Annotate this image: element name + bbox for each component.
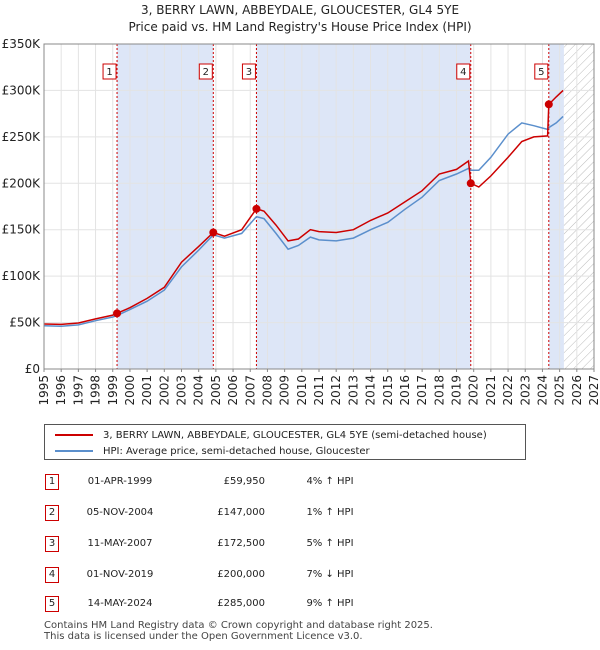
x-tick-label: 2010 [295,375,309,406]
y-tick-label: £200K [2,176,42,190]
x-tick-label: 2007 [243,375,257,406]
x-tick-label: 2020 [467,375,481,406]
transaction-hpi: 4% ↑ HPI [306,476,354,487]
x-tick-label: 2009 [278,375,292,406]
sale-point [209,228,218,237]
footer-attribution: Contains HM Land Registry data © Crown c… [44,620,433,642]
x-tick-label: 2001 [140,375,154,406]
transaction-price: £200,000 [217,569,265,580]
transaction-price: £285,000 [217,598,265,609]
footer-line-licence: This data is licensed under the Open Gov… [44,631,363,642]
sale-label-number: 1 [106,67,112,78]
x-tick-label: 1997 [71,375,85,406]
x-tick-label: 2013 [346,375,360,406]
transaction-date: 01-APR-1999 [87,476,153,487]
transaction-number: 4 [45,567,59,583]
sale-point [544,100,553,109]
x-tick-label: 2012 [329,375,343,406]
x-tick-label: 2026 [570,375,584,406]
y-tick-label: £0 [25,362,40,376]
x-tick-label: 1998 [89,375,103,406]
projection-hatch [563,44,594,369]
sale-label-box [241,63,256,80]
x-tick-label: 2016 [398,375,412,406]
x-tick-label: 2027 [587,375,600,406]
transaction-number: 1 [45,474,59,490]
x-tick-label: 2008 [260,375,274,406]
legend-label-property: 3, BERRY LAWN, ABBEYDALE, GLOUCESTER, GL… [103,429,487,441]
transaction-price: £59,950 [223,476,265,487]
x-tick-label: 2015 [381,375,395,406]
sale-point [252,204,261,213]
sale-label-number: 3 [246,67,252,78]
transaction-hpi: 5% ↑ HPI [306,538,354,549]
chart-subtitle: Price paid vs. HM Land Registry's House … [128,20,471,34]
x-tick-label: 2002 [157,375,171,406]
transaction-price: £147,000 [217,507,265,518]
legend-line-property [55,434,93,436]
sale-label-number: 4 [460,67,466,78]
x-tick-label: 1996 [54,375,68,406]
sale-label-box [102,63,117,80]
transaction-date: 14-MAY-2024 [87,598,153,609]
sale-point [113,309,122,318]
x-tick-label: 2014 [364,375,378,406]
legend-item-property: 3, BERRY LAWN, ABBEYDALE, GLOUCESTER, GL… [55,427,487,443]
x-tick-label: 2025 [553,375,567,406]
x-tick-label: 2000 [123,375,137,406]
property-price-line [44,89,564,326]
chart-legend: 3, BERRY LAWN, ABBEYDALE, GLOUCESTER, GL… [44,424,526,460]
y-tick-label: £350K [2,37,42,51]
x-tick-label: 2023 [518,375,532,406]
legend-label-hpi: HPI: Average price, semi-detached house,… [103,445,370,457]
transaction-hpi: 9% ↑ HPI [306,598,354,609]
transaction-date: 05-NOV-2004 [86,507,154,518]
transaction-date: 11-MAY-2007 [87,538,153,549]
sale-label-box [198,63,213,80]
x-tick-label: 2019 [450,375,464,406]
y-tick-label: £250K [2,130,42,144]
ownership-band [117,44,214,369]
x-tick-label: 2005 [209,375,223,406]
x-tick-label: 2011 [312,375,326,406]
ownership-band [256,44,471,369]
transaction-hpi: 1% ↑ HPI [306,507,354,518]
x-tick-label: 2003 [175,375,189,406]
transaction-number: 2 [45,505,59,521]
legend-item-hpi: HPI: Average price, semi-detached house,… [55,443,370,459]
x-tick-label: 2024 [535,375,549,406]
transaction-date: 01-NOV-2019 [86,569,154,580]
y-tick-label: £50K [9,316,41,330]
transaction-hpi: 7% ↓ HPI [306,569,354,580]
x-tick-label: 2004 [192,375,206,406]
hpi-line [44,115,564,328]
transaction-number: 3 [45,536,59,552]
x-tick-label: 1995 [37,375,51,406]
x-tick-label: 2006 [226,375,240,406]
price-chart: 3, BERRY LAWN, ABBEYDALE, GLOUCESTER, GL… [2,3,600,406]
y-tick-label: £100K [2,269,42,283]
transaction-number: 5 [45,596,59,612]
x-tick-label: 2021 [484,375,498,406]
legend-line-hpi [55,450,93,452]
x-tick-label: 2017 [415,375,429,406]
sale-point [466,179,475,188]
sale-label-box [534,63,549,80]
x-tick-label: 2018 [432,375,446,406]
sale-label-number: 2 [203,67,209,78]
x-tick-label: 1999 [106,375,120,406]
footer-line-copyright: Contains HM Land Registry data © Crown c… [44,620,433,631]
y-tick-label: £150K [2,223,42,237]
y-tick-label: £300K [2,83,42,97]
transaction-price: £172,500 [217,538,265,549]
sale-label-box [456,63,471,80]
chart-title: 3, BERRY LAWN, ABBEYDALE, GLOUCESTER, GL… [141,3,459,17]
sale-label-number: 5 [538,67,544,78]
x-tick-label: 2022 [501,375,515,406]
